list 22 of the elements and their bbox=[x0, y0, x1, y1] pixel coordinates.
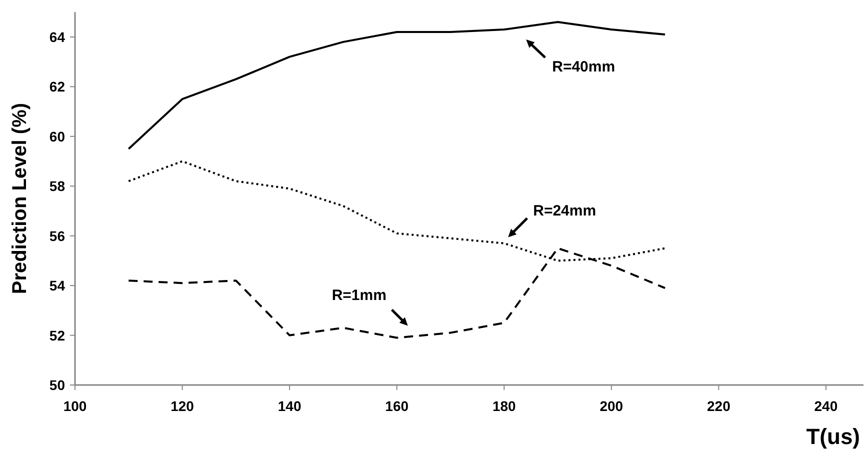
x-tick-label: 200 bbox=[600, 398, 624, 414]
x-tick-label: 180 bbox=[492, 398, 516, 414]
y-tick-label: 60 bbox=[49, 128, 66, 144]
series-label: R=1mm bbox=[332, 286, 386, 304]
x-tick-label: 240 bbox=[814, 398, 838, 414]
y-axis-title: Prediction Level (%) bbox=[9, 102, 31, 294]
y-tick-label: 64 bbox=[49, 28, 66, 45]
x-axis-title: T(us) bbox=[806, 424, 860, 449]
line-series bbox=[128, 21, 666, 150]
x-tick-label: 140 bbox=[278, 398, 302, 414]
y-tick-label: 58 bbox=[49, 178, 66, 194]
x-tick-label: 160 bbox=[385, 398, 409, 414]
legend-label: R=40mm bbox=[552, 58, 616, 76]
x-tick-label: 220 bbox=[707, 398, 731, 414]
text: R=24mm bbox=[533, 202, 596, 220]
y-tick-label: 54 bbox=[49, 278, 66, 294]
y-tick-label: 62 bbox=[49, 78, 66, 95]
y-tick-label: 50 bbox=[49, 377, 66, 393]
y-tick-label: 52 bbox=[49, 327, 66, 344]
x-tick-label: 120 bbox=[170, 398, 194, 414]
y-tick-label: 56 bbox=[49, 228, 66, 244]
x-tick-label: 100 bbox=[63, 398, 87, 414]
